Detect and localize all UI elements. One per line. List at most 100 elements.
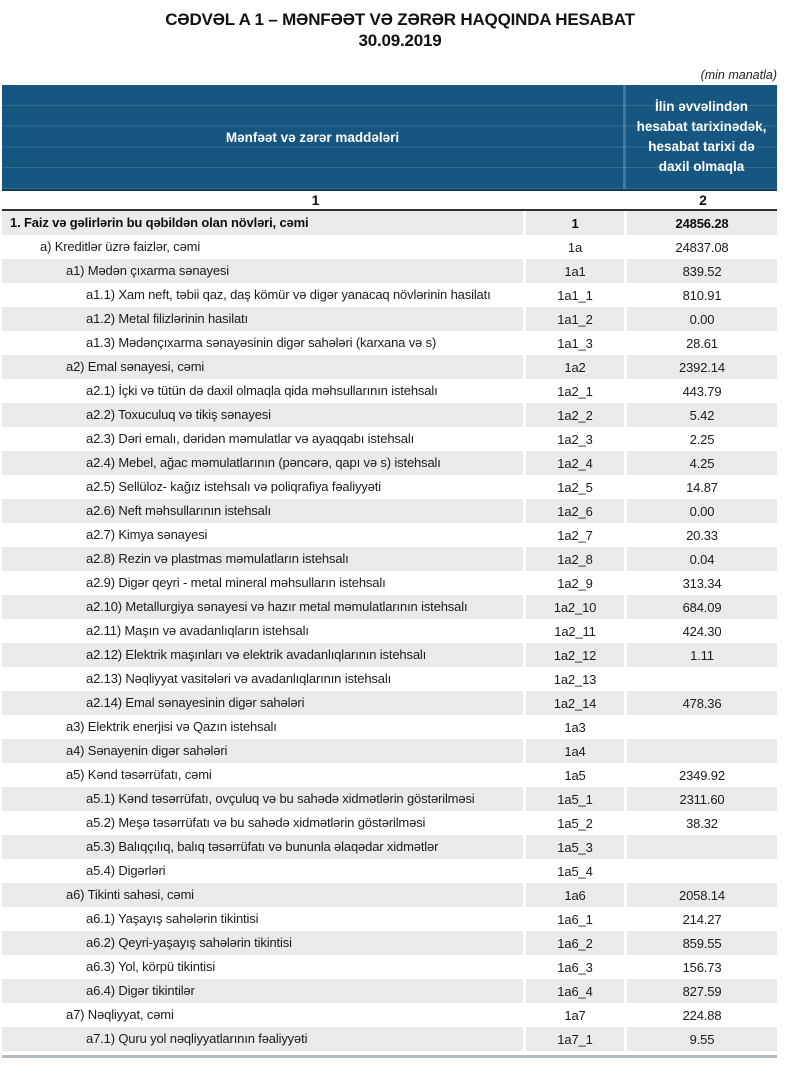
row-label: a2) Emal sənayesi, cəmi bbox=[2, 355, 526, 379]
column-number-1: 1 bbox=[311, 192, 320, 208]
table-row: a1.1) Xam neft, təbii qaz, daş kömür və … bbox=[2, 283, 777, 307]
row-code: 1a2_3 bbox=[526, 427, 627, 451]
row-label: a1.3) Mədənçıxarma sənayəsinin digər sah… bbox=[2, 331, 526, 355]
table-row: a4) Sənayenin digər sahələri 1a4 bbox=[2, 739, 777, 763]
row-code: 1a1_1 bbox=[526, 283, 627, 307]
table-row: a5.1) Kənd təsərrüfatı, ovçuluq və bu sa… bbox=[2, 787, 777, 811]
row-code: 1a7 bbox=[526, 1003, 627, 1027]
row-value: 0.00 bbox=[689, 503, 715, 519]
table-row: a3) Elektrik enerjisi və Qazın istehsalı… bbox=[2, 715, 777, 739]
row-label: 1. Faiz və gəlirlərin bu qəbildən olan n… bbox=[2, 211, 526, 235]
row-value: 9.55 bbox=[689, 1031, 715, 1047]
unit-note: (min manatla) bbox=[700, 68, 777, 82]
row-label: a2.5) Sellüloz- kağız istehsalı və poliq… bbox=[2, 475, 526, 499]
row-value: 224.88 bbox=[682, 1007, 722, 1023]
table-row: a6) Tikinti sahəsi, cəmi 1a6 2058.14 bbox=[2, 883, 777, 907]
row-label: a2.11) Maşın və avadanlıqların istehsalı bbox=[2, 619, 526, 643]
row-label: a2.8) Rezin və plastmas məmulatların ist… bbox=[2, 547, 526, 571]
table-row: a2.9) Digər qeyri - metal mineral məhsul… bbox=[2, 571, 777, 595]
row-value: 2058.14 bbox=[679, 887, 725, 903]
row-code: 1 bbox=[526, 211, 627, 235]
row-label: a2.9) Digər qeyri - metal mineral məhsul… bbox=[2, 571, 526, 595]
table-row: a5.3) Balıqçılıq, balıq təsərrüfatı və b… bbox=[2, 835, 777, 859]
row-label: a6.2) Qeyri-yaşayış sahələrin tikintisi bbox=[2, 931, 526, 955]
table-row: a2) Emal sənayesi, cəmi 1a2 2392.14 bbox=[2, 355, 777, 379]
row-code: 1a2_7 bbox=[526, 523, 627, 547]
row-code: 1a5_2 bbox=[526, 811, 627, 835]
table-row: a7) Nəqliyyat, cəmi 1a7 224.88 bbox=[2, 1003, 777, 1027]
row-label: a5.3) Balıqçılıq, balıq təsərrüfatı və b… bbox=[2, 835, 526, 859]
row-value: 859.55 bbox=[682, 935, 722, 951]
row-label: a2.14) Emal sənayesinin digər sahələri bbox=[2, 691, 526, 715]
row-label: a3) Elektrik enerjisi və Qazın istehsalı bbox=[2, 715, 526, 739]
row-code: 1a6_3 bbox=[526, 955, 627, 979]
row-code: 1a2 bbox=[526, 355, 627, 379]
header-col-items: Mənfəət və zərər maddələri bbox=[2, 85, 626, 189]
column-number-2: 2 bbox=[699, 192, 707, 208]
table-row: a2.6) Neft məhsullarının istehsalı 1a2_6… bbox=[2, 499, 777, 523]
row-label: a6.3) Yol, körpü tikintisi bbox=[2, 955, 526, 979]
row-label: a1) Mədən çıxarma sənayesi bbox=[2, 259, 526, 283]
table-row: a1.2) Metal filizlərinin hasilatı 1a1_2 … bbox=[2, 307, 777, 331]
row-label: a5.2) Meşə təsərrüfatı və bu sahədə xidm… bbox=[2, 811, 526, 835]
table-row: 1. Faiz və gəlirlərin bu qəbildən olan n… bbox=[2, 211, 777, 235]
table-row: a6.3) Yol, körpü tikintisi 1a6_3 156.73 bbox=[2, 955, 777, 979]
row-value bbox=[627, 835, 777, 859]
row-value: 20.33 bbox=[686, 527, 718, 543]
row-code: 1a2_5 bbox=[526, 475, 627, 499]
row-value: 24837.08 bbox=[675, 239, 729, 255]
profit-loss-table: Mənfəət və zərər maddələri İlin əvvəlind… bbox=[2, 85, 777, 1058]
table-row: a2.13) Nəqliyyat vasitələri və avadanlıq… bbox=[2, 667, 777, 691]
row-value: 5.42 bbox=[689, 407, 715, 423]
row-label: a) Kreditlər üzrə faizlər, cəmi bbox=[2, 235, 526, 259]
table-row: a1) Mədən çıxarma sənayesi 1a1 839.52 bbox=[2, 259, 777, 283]
row-label: a4) Sənayenin digər sahələri bbox=[2, 739, 526, 763]
row-code: 1a2_4 bbox=[526, 451, 627, 475]
row-code: 1a6_2 bbox=[526, 931, 627, 955]
row-value: 2.25 bbox=[689, 431, 715, 447]
row-code: 1a2_13 bbox=[526, 667, 627, 691]
row-value: 1.11 bbox=[690, 647, 714, 663]
row-value: 2349.92 bbox=[679, 767, 725, 783]
row-code: 1a2_11 bbox=[526, 619, 627, 643]
page-title-line1: CƏDVƏL A 1 – MƏNFƏƏT VƏ ZƏRƏR HAQQINDA H… bbox=[165, 10, 635, 29]
table-body: 1. Faiz və gəlirlərin bu qəbildən olan n… bbox=[2, 211, 777, 1051]
table-row: a7.1) Quru yol nəqliyyatlarının fəaliyyə… bbox=[2, 1027, 777, 1051]
row-label: a5.4) Digərləri bbox=[2, 859, 526, 883]
row-value: 38.32 bbox=[686, 815, 718, 831]
row-code: 1a1_3 bbox=[526, 331, 627, 355]
row-code: 1a6 bbox=[526, 883, 627, 907]
row-label: a2.13) Nəqliyyat vasitələri və avadanlıq… bbox=[2, 667, 526, 691]
table-row: a2.5) Sellüloz- kağız istehsalı və poliq… bbox=[2, 475, 777, 499]
row-code: 1a2_12 bbox=[526, 643, 627, 667]
table-row: a2.1) İçki və tütün də daxil olmaqla qid… bbox=[2, 379, 777, 403]
table-row: a6.2) Qeyri-yaşayış sahələrin tikintisi … bbox=[2, 931, 777, 955]
row-label: a1.1) Xam neft, təbii qaz, daş kömür və … bbox=[2, 283, 526, 307]
cutoff-gap bbox=[2, 1051, 777, 1055]
table-row: a6.1) Yaşayış sahələrin tikintisi 1a6_1 … bbox=[2, 907, 777, 931]
row-code: 1a3 bbox=[526, 715, 627, 739]
table-row: a2.3) Dəri emalı, dəridən məmulatlar və … bbox=[2, 427, 777, 451]
row-label: a1.2) Metal filizlərinin hasilatı bbox=[2, 307, 526, 331]
row-value: 839.52 bbox=[682, 263, 722, 279]
row-label: a2.3) Dəri emalı, dəridən məmulatlar və … bbox=[2, 427, 526, 451]
table-header: Mənfəət və zərər maddələri İlin əvvəlind… bbox=[2, 85, 777, 191]
row-value: 24856.28 bbox=[675, 215, 729, 231]
row-value: 443.79 bbox=[682, 383, 722, 399]
row-code: 1a5_3 bbox=[526, 835, 627, 859]
table-row: a2.11) Maşın və avadanlıqların istehsalı… bbox=[2, 619, 777, 643]
row-label: a6.4) Digər tikintilər bbox=[2, 979, 526, 1003]
row-value bbox=[627, 739, 777, 763]
table-row: a2.4) Mebel, ağac məmulatlarının (pəncər… bbox=[2, 451, 777, 475]
row-code: 1a bbox=[526, 235, 627, 259]
row-code: 1a1 bbox=[526, 259, 627, 283]
row-code: 1a2_8 bbox=[526, 547, 627, 571]
row-value: 313.34 bbox=[682, 575, 722, 591]
row-value: 214.27 bbox=[682, 911, 722, 927]
row-code: 1a2_10 bbox=[526, 595, 627, 619]
row-label: a2.4) Mebel, ağac məmulatlarının (pəncər… bbox=[2, 451, 526, 475]
row-value: 684.09 bbox=[682, 599, 722, 615]
row-value bbox=[627, 667, 777, 691]
row-value bbox=[627, 715, 777, 739]
row-label: a7.1) Quru yol nəqliyyatlarının fəaliyyə… bbox=[2, 1027, 526, 1051]
